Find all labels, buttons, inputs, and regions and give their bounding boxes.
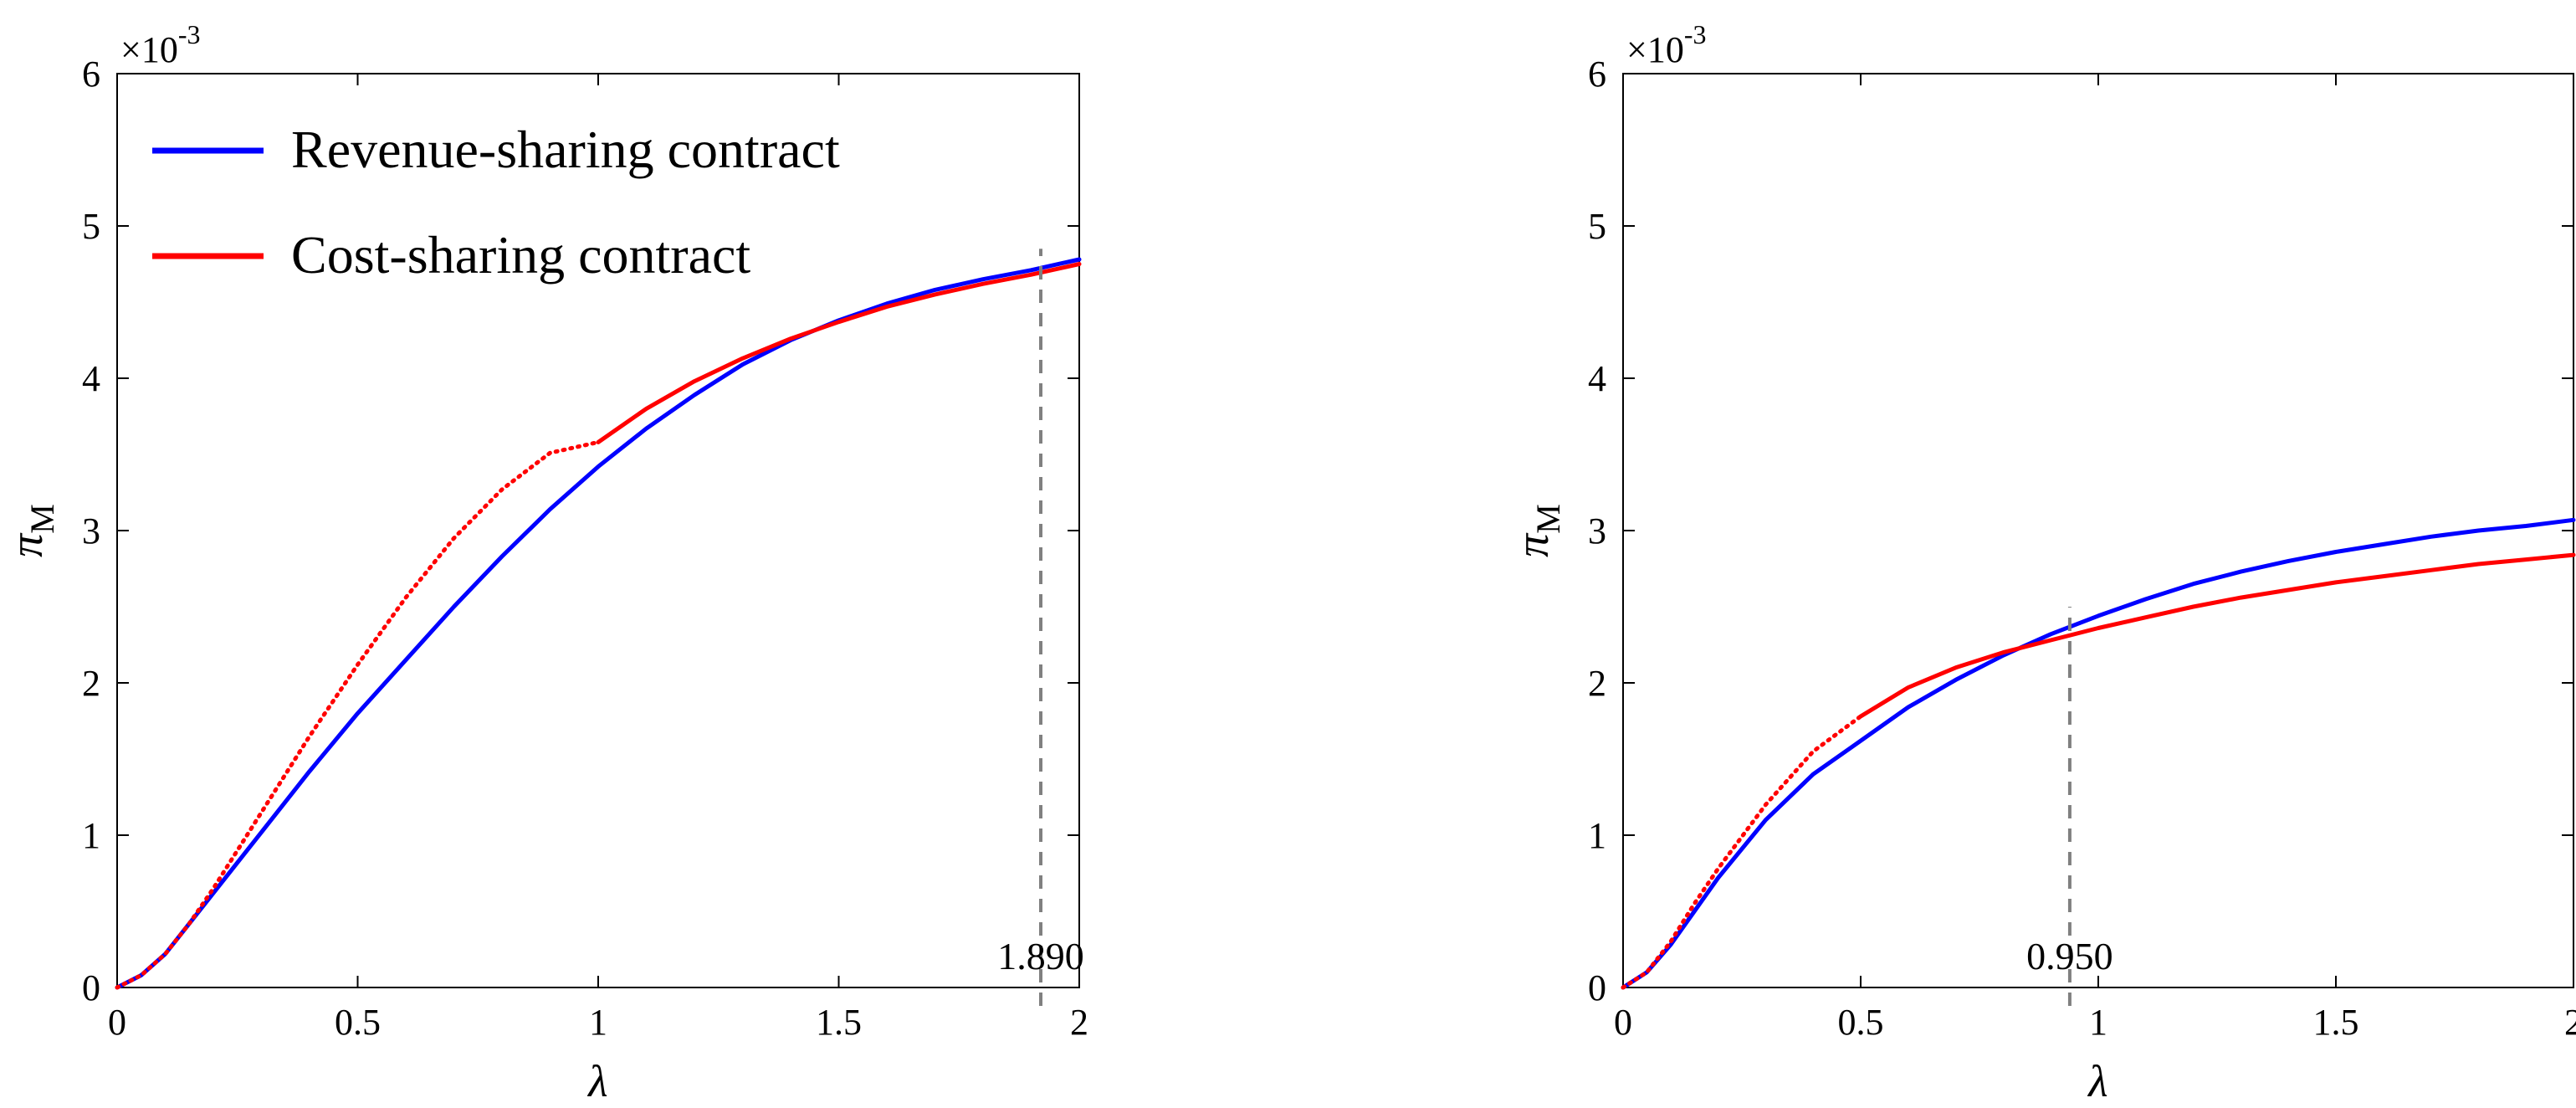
y-multiplier: ×10-3 xyxy=(1626,19,1706,70)
y-tick-label: 3 xyxy=(82,510,100,551)
y-axis-label-symbol: π xyxy=(1507,532,1559,557)
y-multiplier-exponent: -3 xyxy=(178,19,201,49)
y-tick-label: 6 xyxy=(82,54,100,95)
y-multiplier: ×10-3 xyxy=(120,19,200,70)
y-tick-label: 5 xyxy=(1588,206,1606,247)
x-tick-label: 1 xyxy=(2089,1002,2107,1043)
x-tick-label: 2 xyxy=(2564,1002,2576,1043)
x-tick-label: 0.5 xyxy=(335,1002,381,1043)
y-multiplier-base: ×10 xyxy=(1626,29,1684,70)
y-tick-label: 5 xyxy=(82,206,100,247)
y-tick-label: 1 xyxy=(1588,815,1606,856)
legend: Revenue-sharing contract Cost-sharing con… xyxy=(152,120,840,285)
chart-panel-left: 0 0.5 1 1.5 2 0 1 2 3 4 5 6 ×10-3 λ πM 1.890 Revenue-sha… xyxy=(1,19,1088,1106)
x-tick-label: 0 xyxy=(1614,1002,1632,1043)
y-multiplier-exponent: -3 xyxy=(1684,19,1707,49)
x-tick-label: 2 xyxy=(1070,1002,1088,1043)
x-tick-label: 0 xyxy=(108,1002,126,1043)
y-axis-label-subscript: M xyxy=(1529,504,1567,534)
y-tick-label: 1 xyxy=(82,815,100,856)
y-axis-label: πM xyxy=(1507,504,1567,557)
x-tick-label: 1.5 xyxy=(816,1002,862,1043)
y-tick-label: 4 xyxy=(1588,358,1606,399)
y-tick-label: 2 xyxy=(1588,663,1606,704)
y-axis-label-symbol: π xyxy=(1,532,53,557)
y-axis-label-subscript: M xyxy=(23,504,61,534)
series-line-revenue-solid xyxy=(1621,517,2576,990)
series-line-revenue-solid xyxy=(115,257,1082,990)
y-tick-label: 4 xyxy=(82,358,100,399)
x-tick-label: 1 xyxy=(589,1002,607,1043)
axes-box xyxy=(1622,73,2574,988)
legend-label: Cost-sharing contract xyxy=(291,225,750,285)
x-axis-label: λ xyxy=(2087,1056,2107,1106)
threshold-label: 0.950 xyxy=(2026,935,2113,977)
legend-label: Revenue-sharing contract xyxy=(291,120,840,179)
y-tick-label: 2 xyxy=(82,663,100,704)
series-line-cost-dotted xyxy=(1621,714,1863,990)
y-axis-label: πM xyxy=(1,504,61,557)
series-line-cost-solid xyxy=(596,262,1082,444)
chart-panel-right: 0 0.5 1 1.5 2 0 1 2 3 4 5 6 ×10-3 λ πM 0.950 xyxy=(1507,19,2576,1106)
threshold-label: 1.890 xyxy=(997,935,1084,977)
axes-box xyxy=(116,73,1080,988)
y-tick-label: 3 xyxy=(1588,510,1606,551)
y-multiplier-base: ×10 xyxy=(120,29,178,70)
series-line-cost-solid xyxy=(1858,552,2576,719)
y-tick-label: 0 xyxy=(82,967,100,1008)
y-tick-label: 6 xyxy=(1588,54,1606,95)
y-tick-label: 0 xyxy=(1588,967,1606,1008)
series-line-cost-dotted xyxy=(115,439,601,990)
x-axis-label: λ xyxy=(586,1056,607,1106)
x-tick-label: 0.5 xyxy=(1838,1002,1884,1043)
x-tick-label: 1.5 xyxy=(2313,1002,2359,1043)
